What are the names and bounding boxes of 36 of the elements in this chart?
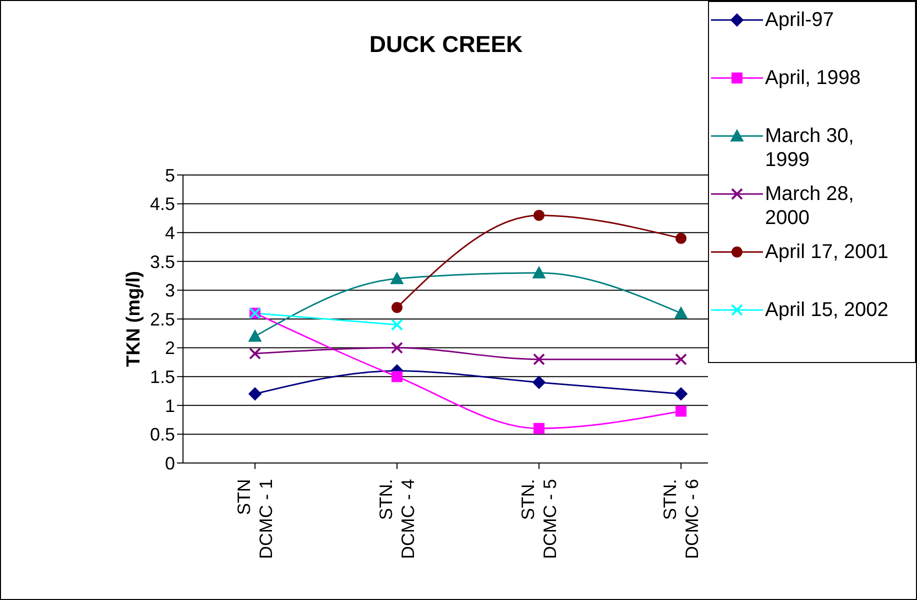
point	[676, 232, 686, 244]
x-tick-label: STN. DCMC - 6	[660, 479, 702, 559]
y-tick-label: 1	[164, 396, 175, 416]
y-tick-label: 5	[164, 165, 175, 186]
chart-title: DUCK CREEK	[368, 31, 524, 58]
point	[248, 387, 262, 400]
point	[248, 330, 262, 342]
legend-label: April 15, 2002	[765, 298, 890, 322]
legend-label: April, 1998	[765, 66, 862, 90]
legend-label: April-97	[765, 8, 835, 32]
point	[392, 371, 402, 382]
x-tick-label: STN DCMC - 1	[234, 479, 276, 559]
y-tick-label: 2	[164, 338, 175, 358]
point	[674, 387, 688, 400]
point	[532, 266, 546, 278]
point	[676, 406, 686, 417]
y-tick-label: 2.5	[150, 309, 175, 330]
y-tick-label: 3	[164, 280, 175, 301]
legend-label: April 17, 2001	[765, 240, 890, 264]
x-tick-label: STN. DCMC - 5	[518, 479, 560, 559]
y-axis-title: TKN (mg/l)	[124, 270, 145, 368]
point	[534, 422, 544, 434]
x-tick-label: STN. DCMC - 4	[376, 479, 418, 559]
point	[390, 272, 404, 284]
y-tick-label: 4	[164, 222, 175, 243]
y-tick-label: 0	[164, 453, 175, 474]
point	[674, 306, 688, 319]
legend-label: March 28, 2000	[765, 182, 855, 230]
y-tick-label: 4.5	[150, 194, 175, 214]
y-tick-label: 0.5	[150, 424, 175, 445]
y-tick-label: 1.5	[150, 366, 175, 387]
y-tick-label: 3.5	[150, 252, 175, 272]
point	[534, 210, 544, 221]
legend-label: March 30, 1999	[765, 124, 855, 172]
point	[392, 302, 402, 313]
point	[532, 376, 546, 389]
